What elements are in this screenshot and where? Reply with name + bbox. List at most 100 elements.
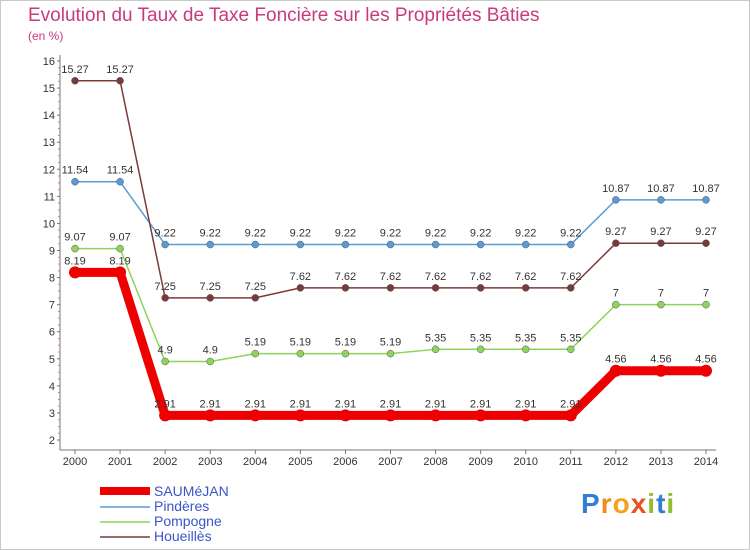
data-point: [702, 300, 710, 309]
data-point: [564, 409, 577, 422]
data-label: 5.35: [560, 332, 581, 344]
data-point: [251, 294, 260, 302]
x-tick-label: 2003: [198, 456, 222, 468]
data-point: [567, 240, 575, 249]
legend-swatch-saumejan: [100, 487, 150, 495]
data-label: 9.22: [515, 228, 536, 240]
data-point: [341, 284, 350, 292]
data-point: [431, 240, 440, 249]
data-point: [612, 300, 620, 309]
data-label: 10.87: [692, 183, 720, 195]
legend-swatch-pinderes: [100, 506, 150, 508]
data-label: 15.27: [61, 64, 89, 76]
legend-label-pompogne: Pompogne: [154, 513, 222, 529]
x-tick-label: 2008: [423, 456, 447, 468]
x-tick-label: 2013: [649, 456, 673, 468]
data-label: 5.19: [290, 337, 311, 349]
data-point: [612, 239, 620, 247]
data-point: [294, 409, 307, 422]
data-point: [251, 349, 260, 358]
data-label: 9.22: [335, 228, 356, 240]
data-point: [116, 244, 124, 253]
data-label: 9.22: [560, 228, 581, 240]
logo-letter: i: [666, 488, 676, 519]
data-label: 2.91: [245, 398, 266, 410]
y-tick-label: 5: [49, 354, 55, 366]
data-point: [206, 294, 214, 302]
data-label: 7.62: [380, 271, 401, 283]
data-point: [71, 77, 79, 85]
data-label: 11.54: [107, 165, 134, 177]
y-tick-label: 4: [49, 381, 55, 393]
data-label: 9.22: [470, 228, 491, 240]
data-point: [612, 196, 620, 204]
legend-swatch-pompogne: [100, 521, 150, 523]
y-tick-label: 9: [49, 246, 55, 258]
data-point: [206, 357, 214, 366]
data-point: [161, 240, 169, 249]
logo-letter: t: [656, 488, 667, 519]
data-label: 4.9: [203, 344, 218, 356]
x-tick-label: 2011: [559, 456, 583, 468]
data-label: 10.87: [647, 183, 675, 195]
y-tick-label: 13: [43, 137, 55, 149]
data-label: 2.91: [425, 398, 446, 410]
data-label: 8.19: [109, 255, 130, 267]
proxiti-logo: Proxiti: [581, 488, 675, 520]
x-tick-label: 2001: [108, 456, 132, 468]
data-point: [476, 284, 485, 292]
data-label: 2.91: [470, 398, 491, 410]
data-label: 2.91: [515, 398, 536, 410]
data-label: 5.35: [425, 332, 446, 344]
data-label: 7.62: [470, 271, 491, 283]
data-label: 15.27: [106, 64, 134, 76]
data-label: 4.9: [157, 344, 172, 356]
data-point: [654, 364, 667, 377]
logo-letter: o: [612, 488, 631, 519]
data-label: 2.91: [290, 398, 311, 410]
data-point: [476, 345, 485, 354]
data-label: 4.56: [695, 354, 716, 366]
data-label: 2.91: [154, 398, 175, 410]
data-label: 7: [613, 288, 619, 300]
data-label: 10.87: [602, 183, 630, 195]
data-label: 4.56: [605, 354, 626, 366]
data-label: 5.19: [245, 337, 266, 349]
data-label: 5.19: [335, 337, 356, 349]
data-label: 9.22: [425, 228, 446, 240]
data-point: [521, 345, 530, 354]
data-point: [567, 284, 575, 292]
x-tick-label: 2006: [333, 456, 357, 468]
data-point: [386, 284, 395, 292]
data-point: [341, 240, 350, 249]
x-tick-label: 2012: [604, 456, 628, 468]
data-point: [431, 284, 440, 292]
y-tick-label: 12: [43, 164, 55, 176]
y-tick-label: 7: [49, 300, 55, 312]
x-tick-label: 2010: [513, 456, 537, 468]
data-label: 9.22: [154, 228, 175, 240]
data-label: 7.62: [335, 271, 356, 283]
data-label: 9.27: [695, 226, 716, 238]
legend-label-saumejan: SAUMéJAN: [154, 483, 229, 499]
data-label: 9.27: [650, 226, 671, 238]
legend-swatch-houeilles: [100, 536, 150, 538]
data-point: [71, 244, 79, 253]
data-point: [69, 266, 81, 279]
y-tick-label: 10: [43, 218, 55, 230]
x-tick-label: 2009: [468, 456, 492, 468]
data-point: [657, 196, 665, 204]
data-point: [296, 240, 305, 249]
data-point: [429, 409, 442, 422]
x-tick-label: 2002: [153, 456, 177, 468]
data-label: 5.19: [380, 337, 401, 349]
data-label: 9.22: [200, 228, 221, 240]
x-tick-label: 2014: [694, 456, 718, 468]
data-point: [341, 349, 350, 358]
data-label: 7: [658, 288, 664, 300]
data-point: [296, 284, 305, 292]
data-label: 2.91: [200, 398, 221, 410]
data-point: [114, 266, 127, 279]
data-point: [116, 77, 124, 85]
data-point: [474, 409, 487, 422]
